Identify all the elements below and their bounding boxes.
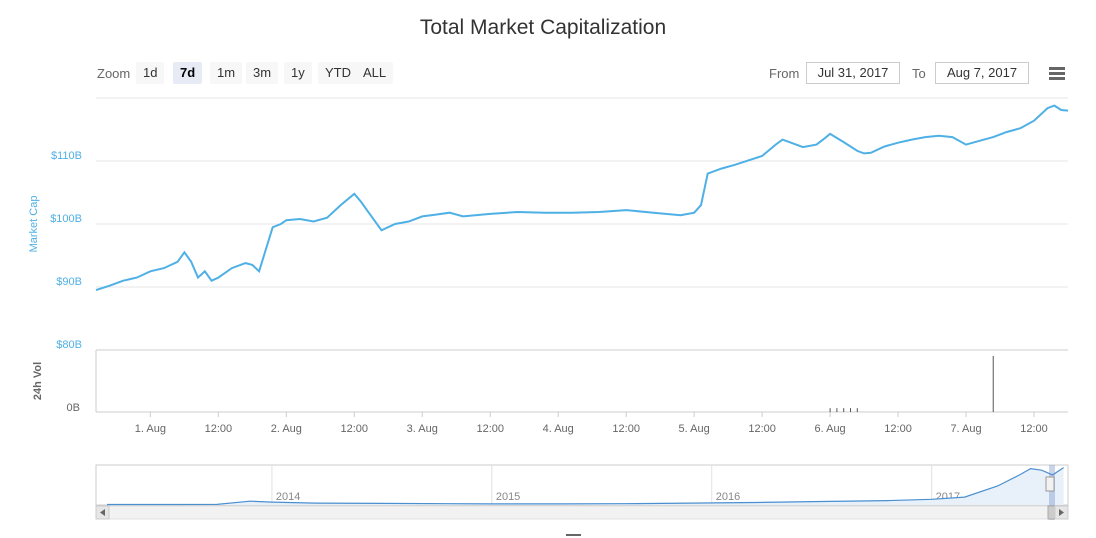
y-axis-label-market-cap: Market Cap [28, 196, 40, 253]
x-tick-label: 3. Aug [407, 423, 438, 435]
zoom-ytd-button[interactable]: YTD [318, 62, 358, 84]
y-axis-label-24h-vol: 24h Vol [32, 362, 44, 400]
y-tick-label: $110B [51, 150, 82, 162]
scroll-left-arrow-icon [100, 509, 105, 516]
x-tick-label: 12:00 [476, 423, 504, 435]
navigator-year-label: 2015 [496, 491, 520, 503]
x-tick-label: 1. Aug [135, 423, 166, 435]
navigator-scrollbar[interactable] [95, 505, 1069, 520]
zoom-1m-button[interactable]: 1m [210, 62, 243, 84]
menu-icon[interactable] [1049, 67, 1065, 80]
navigator-year-label: 2016 [716, 491, 740, 503]
from-label: From [769, 66, 800, 81]
navigator-year-label: 2014 [276, 491, 300, 503]
navigator-line [107, 467, 1064, 506]
x-tick-label: 12:00 [612, 423, 640, 435]
x-tick-label: 2. Aug [271, 423, 302, 435]
zoom-7d-button[interactable]: 7d [173, 62, 203, 84]
x-tick-label: 4. Aug [543, 423, 574, 435]
bottom-handle[interactable] [566, 534, 581, 536]
to-date-input[interactable] [935, 62, 1029, 84]
zoom-all-button[interactable]: ALL [356, 62, 394, 84]
x-tick-label: 12:00 [884, 423, 912, 435]
x-tick-label: 12:00 [205, 423, 233, 435]
x-tick-label: 12:00 [1020, 423, 1048, 435]
x-tick-label: 6. Aug [814, 423, 845, 435]
from-date-input[interactable] [806, 62, 900, 84]
zoom-1y-button[interactable]: 1y [284, 62, 312, 84]
navigator-frame[interactable] [95, 464, 1069, 506]
x-tick-label: 12:00 [748, 423, 776, 435]
vol-y-tick-0b: 0B [67, 402, 80, 414]
navigator-handle[interactable] [1045, 476, 1055, 492]
x-tick-label: 7. Aug [950, 423, 981, 435]
zoom-1d-button[interactable]: 1d [136, 62, 165, 84]
chart-title: Total Market Capitalization [419, 16, 667, 39]
x-tick-label: 5. Aug [679, 423, 710, 435]
x-tick-label: 12:00 [341, 423, 369, 435]
navigator-selection[interactable] [1049, 465, 1055, 520]
market-cap-series-line [95, 104, 1069, 292]
y-tick-label: $80B [56, 339, 82, 351]
y-tick-label: $90B [56, 276, 82, 288]
y-tick-label: $100B [50, 213, 82, 225]
navigator-area [107, 467, 1064, 505]
scroll-right-arrow-icon [1059, 509, 1064, 516]
zoom-3m-button[interactable]: 3m [246, 62, 279, 84]
scrollbar-thumb[interactable] [1047, 505, 1056, 520]
zoom-label: Zoom [97, 66, 131, 81]
to-label: To [912, 66, 926, 81]
